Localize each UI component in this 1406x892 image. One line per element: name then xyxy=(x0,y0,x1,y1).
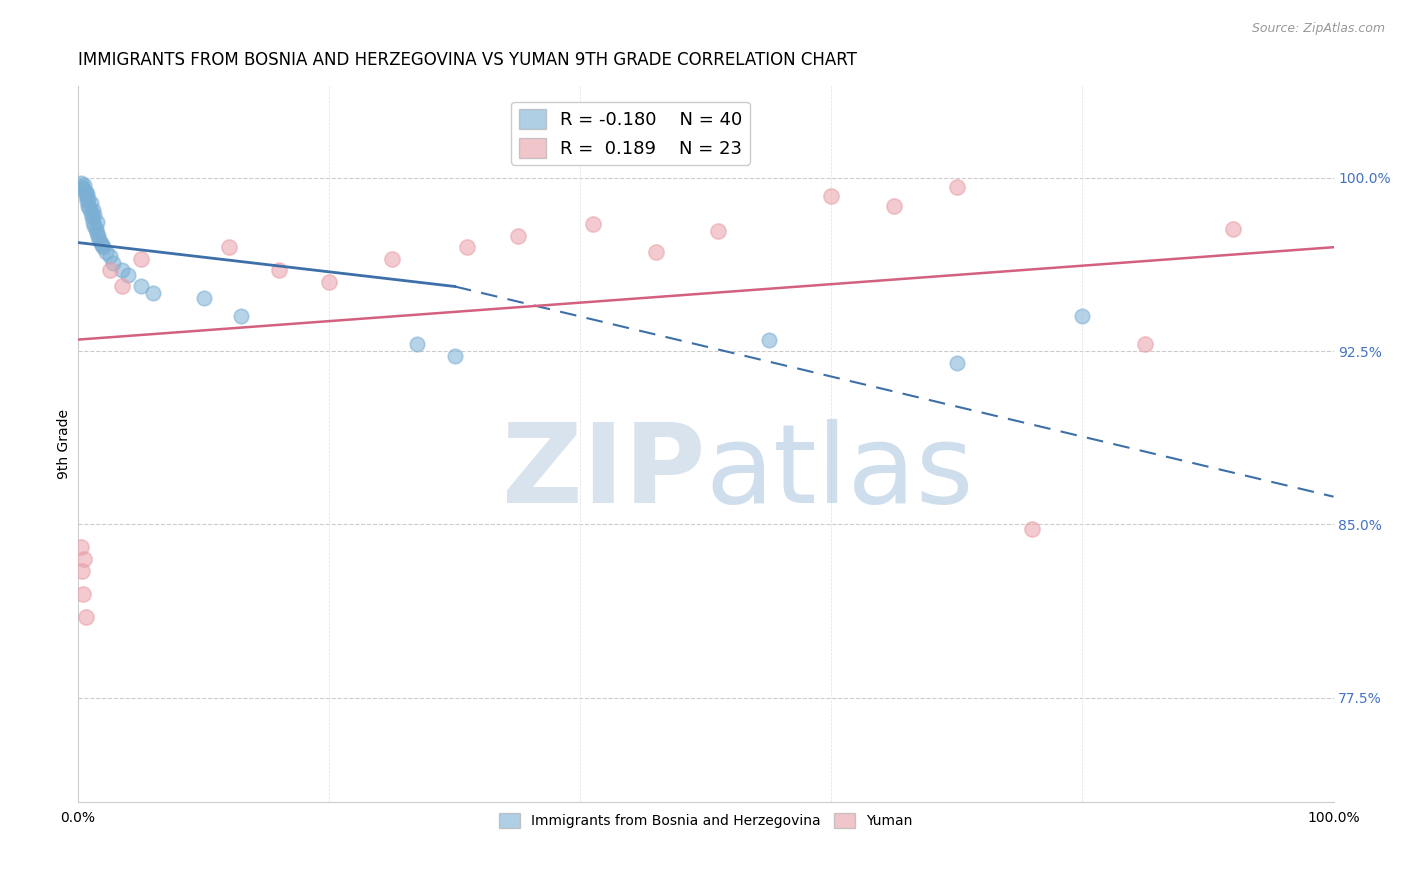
Point xyxy=(82,203,104,218)
Point xyxy=(231,310,253,324)
Point xyxy=(1021,522,1043,536)
Point xyxy=(98,249,121,263)
Point xyxy=(1222,221,1244,235)
Point xyxy=(946,356,969,370)
Point xyxy=(883,199,905,213)
Point xyxy=(90,235,112,250)
Point xyxy=(77,192,100,206)
Point xyxy=(381,252,404,266)
Point xyxy=(89,233,111,247)
Point xyxy=(318,275,340,289)
Point xyxy=(69,176,91,190)
Point xyxy=(707,224,730,238)
Point xyxy=(86,227,108,241)
Point xyxy=(94,244,117,259)
Point xyxy=(91,238,114,252)
Point xyxy=(76,187,98,202)
Point xyxy=(79,201,101,215)
Point xyxy=(75,185,97,199)
Point xyxy=(79,205,101,219)
Point xyxy=(83,208,105,222)
Point xyxy=(83,219,105,234)
Point xyxy=(129,279,152,293)
Point xyxy=(70,180,93,194)
Point xyxy=(582,217,605,231)
Point xyxy=(98,263,121,277)
Point xyxy=(456,240,478,254)
Point xyxy=(111,279,134,293)
Legend: Immigrants from Bosnia and Herzegovina, Yuman: Immigrants from Bosnia and Herzegovina, … xyxy=(494,807,918,834)
Point xyxy=(91,240,114,254)
Y-axis label: 9th Grade: 9th Grade xyxy=(58,409,72,478)
Text: ZIP: ZIP xyxy=(502,418,706,525)
Point xyxy=(77,199,100,213)
Point xyxy=(644,244,666,259)
Point xyxy=(75,609,97,624)
Point xyxy=(758,333,780,347)
Point xyxy=(946,180,969,194)
Point xyxy=(1135,337,1157,351)
Point xyxy=(73,552,96,566)
Point xyxy=(103,256,125,270)
Point xyxy=(87,228,110,243)
Point xyxy=(129,252,152,266)
Point xyxy=(142,286,165,301)
Point xyxy=(72,587,94,601)
Point xyxy=(506,228,529,243)
Point xyxy=(79,196,101,211)
Point xyxy=(1071,310,1094,324)
Point xyxy=(218,240,240,254)
Point xyxy=(76,194,98,208)
Point xyxy=(73,178,96,192)
Point xyxy=(70,564,93,578)
Point xyxy=(406,337,429,351)
Point xyxy=(75,189,97,203)
Point xyxy=(193,291,215,305)
Point xyxy=(443,349,465,363)
Point xyxy=(82,215,104,229)
Point xyxy=(111,263,134,277)
Point xyxy=(820,189,842,203)
Point xyxy=(267,263,290,277)
Point xyxy=(80,210,103,224)
Point xyxy=(117,268,139,282)
Point xyxy=(84,221,107,235)
Point xyxy=(69,541,91,555)
Text: Source: ZipAtlas.com: Source: ZipAtlas.com xyxy=(1251,22,1385,36)
Point xyxy=(86,215,108,229)
Point xyxy=(72,182,94,196)
Text: atlas: atlas xyxy=(706,418,974,525)
Text: IMMIGRANTS FROM BOSNIA AND HERZEGOVINA VS YUMAN 9TH GRADE CORRELATION CHART: IMMIGRANTS FROM BOSNIA AND HERZEGOVINA V… xyxy=(79,51,858,69)
